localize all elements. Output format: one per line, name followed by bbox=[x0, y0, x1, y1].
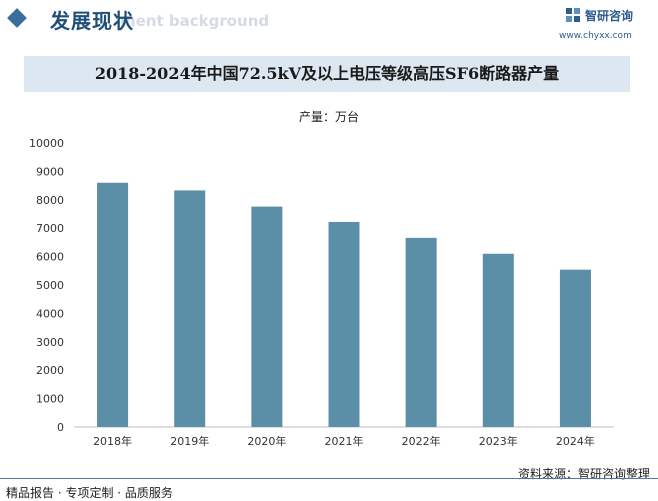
brand-logo-icon bbox=[566, 8, 580, 22]
y-tick-label: 2000 bbox=[36, 364, 64, 377]
y-tick-label: 3000 bbox=[36, 336, 64, 349]
bar bbox=[97, 182, 129, 427]
bar bbox=[328, 221, 360, 427]
footer-divider bbox=[0, 478, 658, 479]
section-title: 发展现状 bbox=[50, 9, 134, 33]
unit-label: 产量：万台 bbox=[298, 110, 359, 124]
bar bbox=[482, 253, 514, 427]
x-tick-label: 2018年 bbox=[93, 434, 132, 448]
x-tick-label: 2021年 bbox=[325, 434, 364, 448]
brand-url: www.chyxx.com bbox=[559, 31, 632, 41]
y-tick-label: 10000 bbox=[29, 137, 64, 150]
chart-title: 2018-2024年中国72.5kV及以上电压等级高压SF6断路器产量 bbox=[94, 64, 560, 83]
header: ment background 发展现状 智研咨询 www.chyxx.com bbox=[0, 0, 658, 41]
x-tick-label: 2019年 bbox=[170, 434, 209, 448]
bar bbox=[405, 237, 437, 427]
y-tick-label: 4000 bbox=[36, 307, 64, 320]
bar bbox=[174, 190, 206, 427]
brand-name: 智研咨询 bbox=[585, 9, 634, 23]
chart-title-band: 2018-2024年中国72.5kV及以上电压等级高压SF6断路器产量 bbox=[24, 56, 630, 92]
y-tick-label: 5000 bbox=[36, 279, 64, 292]
footer-tagline: 精品报告 · 专项定制 · 品质服务 bbox=[6, 486, 173, 500]
y-tick-label: 8000 bbox=[36, 194, 64, 207]
bar bbox=[251, 206, 283, 427]
x-tick-label: 2022年 bbox=[402, 434, 441, 448]
y-tick-label: 7000 bbox=[36, 222, 64, 235]
header-background-text: ment background bbox=[120, 12, 270, 30]
x-tick-label: 2024年 bbox=[556, 434, 595, 448]
x-tick-label: 2023年 bbox=[479, 434, 518, 448]
source-note: 资料来源：智研咨询整理 bbox=[517, 467, 650, 481]
x-tick-label: 2020年 bbox=[247, 434, 286, 448]
bar-chart: 0 1000 2000 3000 4000 5000 6000 7000 8000 9000 100… bbox=[29, 137, 614, 448]
y-tick-label: 6000 bbox=[36, 251, 64, 264]
y-tick-label: 9000 bbox=[36, 165, 64, 178]
bar bbox=[559, 269, 591, 427]
y-tick-label: 1000 bbox=[36, 393, 64, 406]
y-tick-label: 0 bbox=[57, 421, 64, 434]
